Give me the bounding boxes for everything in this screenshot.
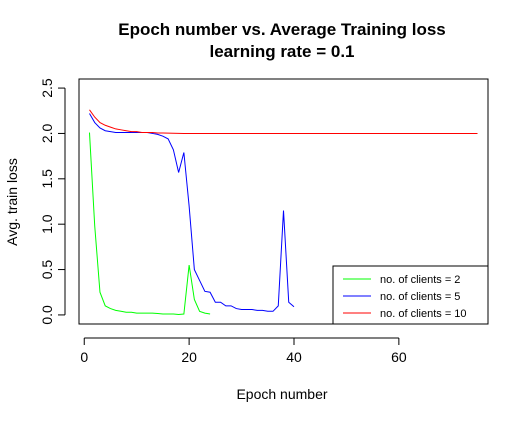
x-tick-label: 40: [286, 349, 302, 365]
y-tick-label: 1.0: [39, 214, 55, 234]
x-axis-label: Epoch number: [236, 386, 327, 402]
x-tick-label: 60: [391, 349, 407, 365]
x-tick-label: 20: [181, 349, 197, 365]
plot-frame: [78, 78, 489, 325]
y-axis-label: Avg. train loss: [4, 158, 20, 246]
y-tick-label: 2.5: [39, 78, 55, 98]
legend-label: no. of clients = 2: [380, 274, 460, 286]
y-tick-label: 2.0: [39, 124, 55, 144]
x-tick-label: 0: [80, 349, 88, 365]
y-tick-label: 0.0: [39, 305, 55, 325]
y-tick-label: 1.5: [39, 169, 55, 189]
series-layer: [88, 109, 478, 315]
x-axis: 0 20 40 60: [80, 337, 407, 365]
legend-label: no. of clients = 5: [380, 291, 460, 303]
legend-box: [332, 265, 489, 325]
series-line-2: [89, 113, 295, 312]
chart-title: Epoch number vs. Average Training loss: [118, 20, 446, 39]
series-line-1: [88, 132, 211, 315]
legend: no. of clients = 2 no. of clients = 5 no. …: [332, 265, 489, 325]
series-line-3: [89, 109, 478, 134]
chart-subtitle: learning rate = 0.1: [209, 42, 354, 61]
legend-label: no. of clients = 10: [380, 308, 467, 320]
y-tick-label: 0.5: [39, 260, 55, 280]
y-axis: 0.0 0.5 1.0 1.5 2.0 2.5: [39, 78, 66, 325]
